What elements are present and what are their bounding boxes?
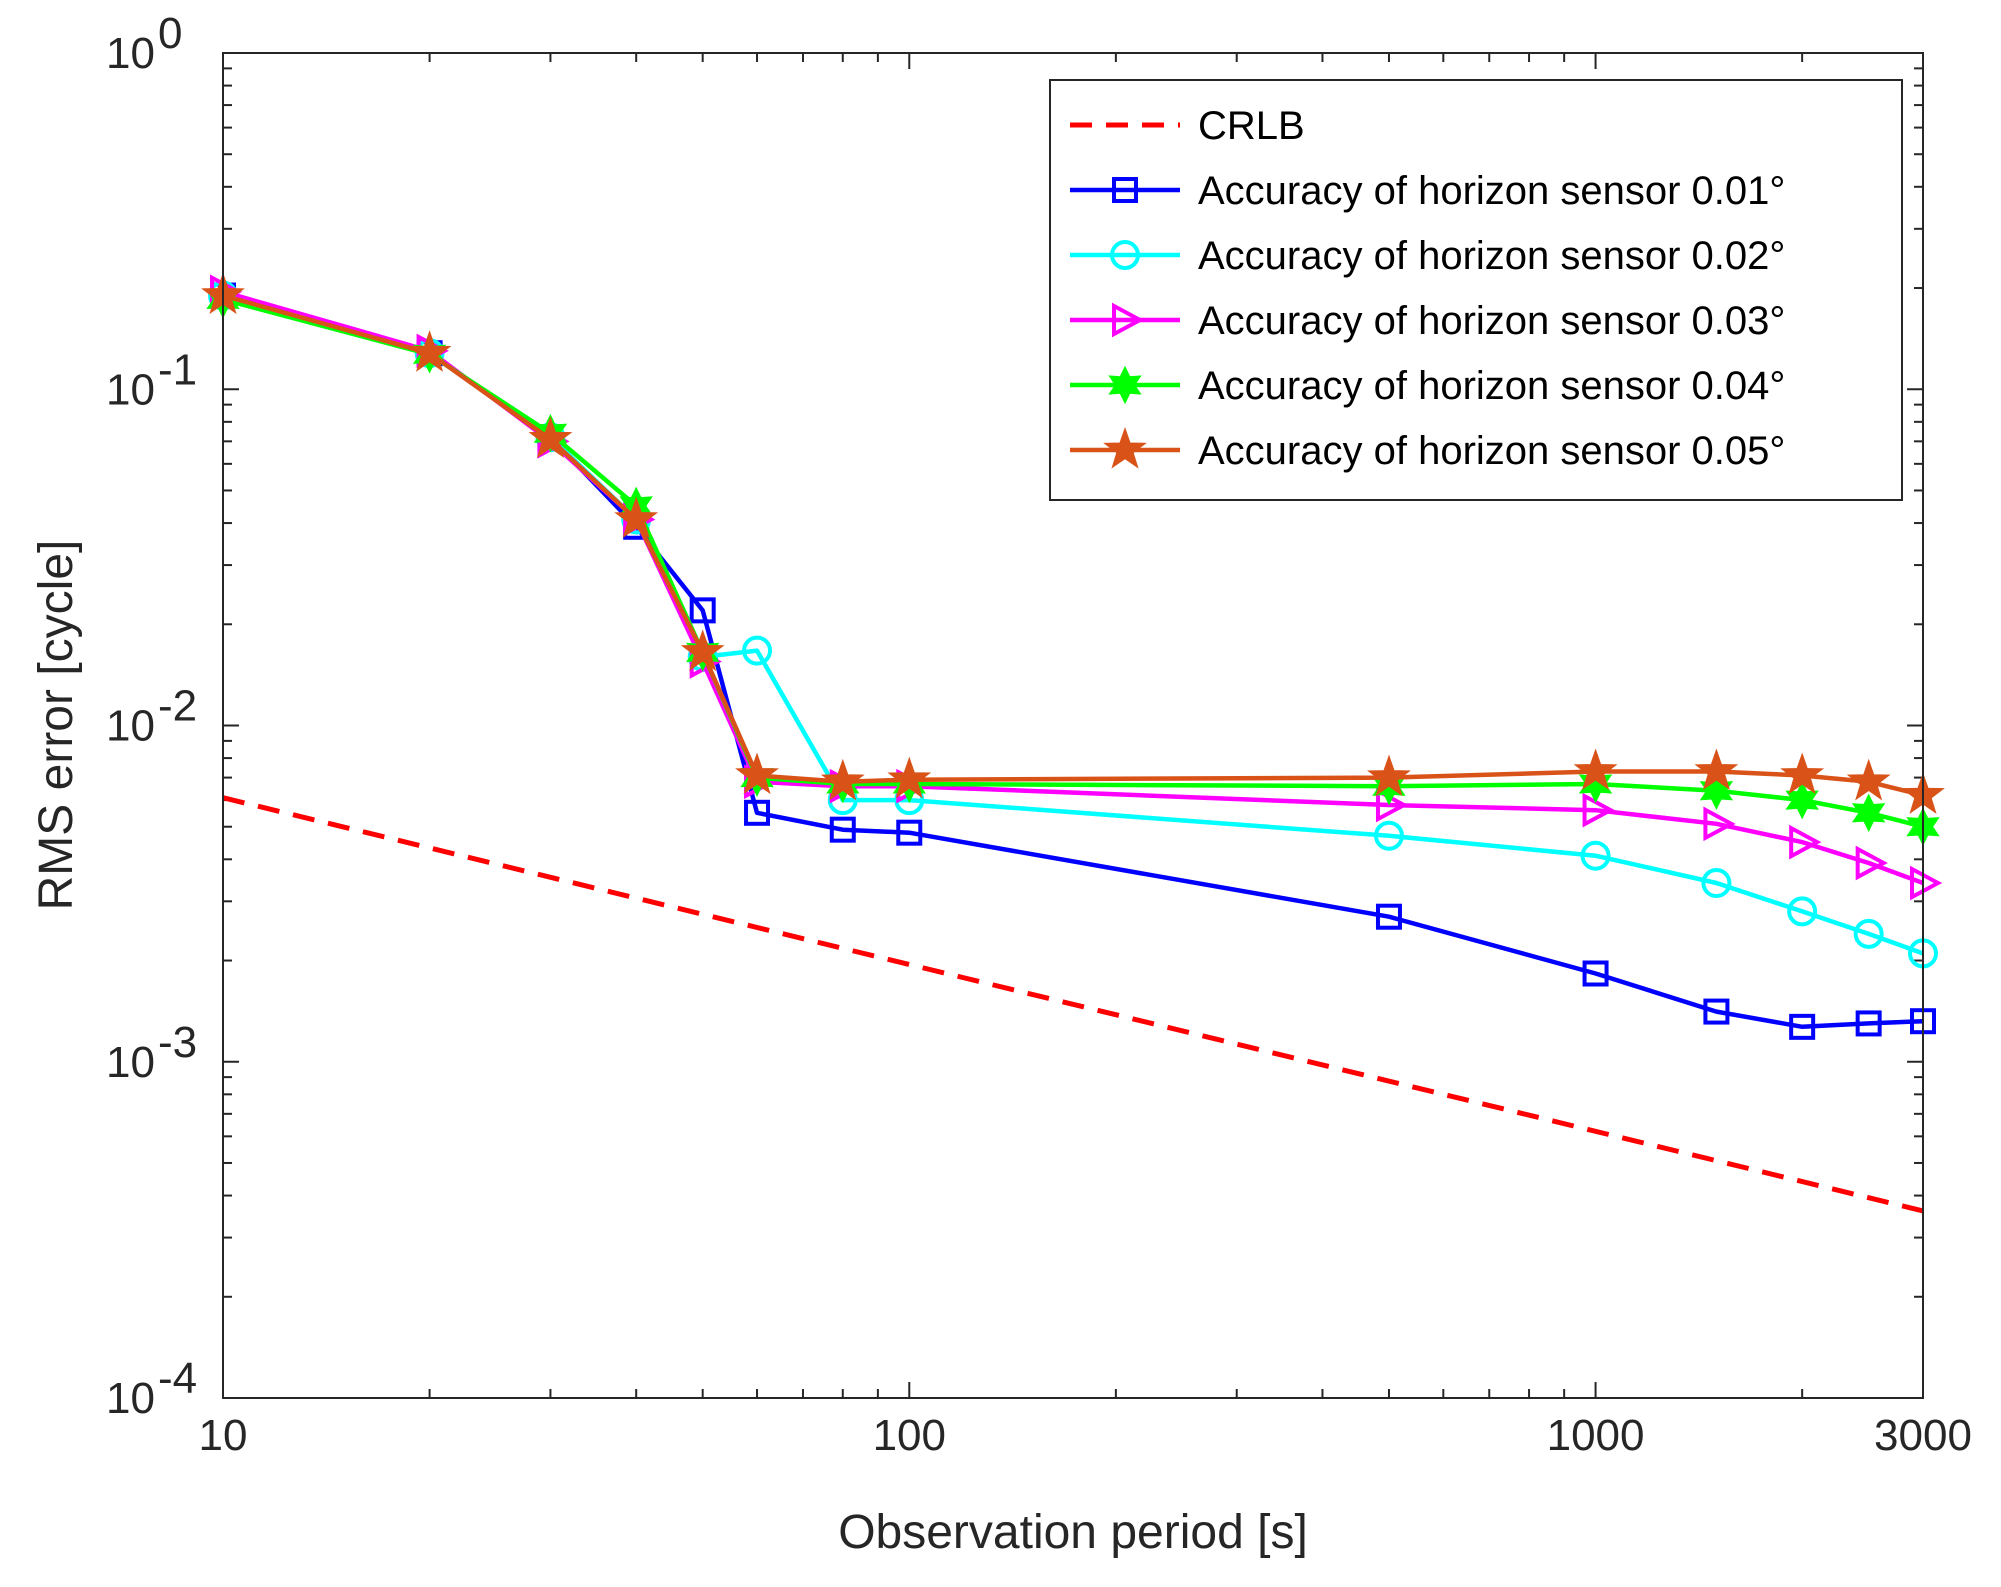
marker-square [689, 597, 716, 624]
x-tick-label: 100 [873, 1411, 946, 1460]
y-tick-label-exponent: -2 [158, 682, 197, 731]
marker-pentagram [1573, 748, 1618, 791]
marker-circle [1373, 820, 1404, 851]
marker-hexagram [1108, 365, 1142, 405]
marker-triangle-right [1789, 824, 1822, 860]
marker-pentagram [887, 756, 932, 799]
series-line [222, 293, 1924, 798]
marker-square [744, 799, 771, 826]
x-axis-title: Observation period [s] [838, 1506, 1308, 1559]
marker-circle [1853, 918, 1884, 949]
marker-hexagram [1851, 793, 1886, 833]
y-tick-label-base: 10 [106, 702, 155, 751]
marker-triangle-right [1855, 845, 1888, 881]
marker-square [1375, 903, 1402, 930]
marker-square [1582, 960, 1609, 987]
marker-square [1855, 1010, 1882, 1037]
legend-entry: Accuracy of horizon sensor 0.03° [1070, 299, 1785, 343]
marker-circle [1580, 840, 1611, 871]
legend-label: Accuracy of horizon sensor 0.02° [1198, 234, 1785, 278]
series-layer [201, 272, 1945, 1214]
plot-area-border [222, 52, 1924, 1399]
legend-label: Accuracy of horizon sensor 0.05° [1198, 429, 1785, 473]
marker-triangle-right [1703, 806, 1736, 842]
y-tick-label-exponent: 0 [158, 9, 182, 58]
marker-hexagram [1578, 764, 1613, 804]
marker-circle [1701, 868, 1732, 899]
marker-pentagram [820, 758, 865, 801]
y-tick-label-base: 10 [106, 365, 155, 414]
marker-square [829, 816, 856, 843]
marker-square [1789, 1013, 1816, 1040]
legend-entry: Accuracy of horizon sensor 0.05° [1070, 426, 1785, 473]
marker-pentagram [1367, 754, 1411, 797]
y-tick-label-base: 10 [106, 1374, 155, 1423]
y-axis-title: RMS error [cycle] [30, 540, 83, 911]
legend-entry: CRLB [1070, 104, 1305, 148]
marker-triangle-right [1582, 792, 1615, 828]
y-tick-label-exponent: -4 [158, 1354, 197, 1403]
legend-label: Accuracy of horizon sensor 0.03° [1198, 299, 1785, 343]
legend-label: CRLB [1198, 104, 1305, 148]
marker-triangle-right [1112, 302, 1145, 338]
marker-pentagram [735, 752, 779, 795]
marker-square [896, 819, 923, 846]
x-tick-label: 1000 [1547, 1411, 1645, 1460]
legend-entry: Accuracy of horizon sensor 0.02° [1070, 234, 1785, 278]
marker-pentagram [1846, 758, 1891, 801]
marker-circle [1787, 896, 1818, 927]
legend-box [1049, 79, 1903, 501]
legend-label: Accuracy of horizon sensor 0.01° [1198, 169, 1785, 213]
marker-circle [742, 635, 773, 666]
marker-pentagram [407, 330, 452, 372]
y-tick-label-base: 10 [106, 29, 155, 78]
marker-triangle-right [1910, 865, 1943, 901]
series-line [222, 297, 1924, 829]
marker-pentagram [1694, 748, 1739, 791]
marker-circle [1110, 240, 1140, 270]
y-tick-label-base: 10 [106, 1038, 155, 1087]
legend-label: Accuracy of horizon sensor 0.04° [1198, 364, 1785, 408]
x-tick-label: 10 [199, 1411, 248, 1460]
marker-pentagram [1103, 426, 1147, 469]
legend: CRLB Accuracy of horizon sensor 0.01° Accu… [1049, 79, 1903, 501]
legend-entry: Accuracy of horizon sensor 0.01° [1070, 169, 1785, 213]
marker-pentagram [528, 416, 573, 458]
marker-hexagram [1699, 771, 1734, 810]
marker-square [1112, 177, 1138, 203]
y-tick-label-exponent: -1 [158, 345, 197, 394]
legend-entry: Accuracy of horizon sensor 0.04° [1070, 364, 1785, 408]
series-0 [222, 795, 1924, 1214]
marker-pentagram [680, 629, 725, 672]
y-tick-label-exponent: -3 [158, 1018, 197, 1067]
marker-hexagram [1785, 780, 1819, 820]
marker-pentagram [614, 496, 659, 539]
x-tick-label: 3000 [1874, 1411, 1972, 1460]
marker-pentagram [1780, 752, 1825, 795]
marker-square [1703, 998, 1730, 1025]
series-line [222, 795, 1924, 1214]
